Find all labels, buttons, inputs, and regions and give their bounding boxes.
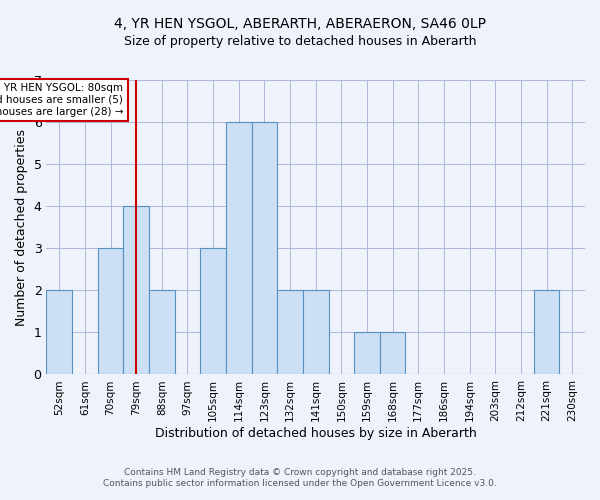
Y-axis label: Number of detached properties: Number of detached properties [15,128,28,326]
Bar [251,122,277,374]
Bar [303,290,329,374]
Bar [124,206,149,374]
Text: Size of property relative to detached houses in Aberarth: Size of property relative to detached ho… [124,35,476,48]
Text: 4, YR HEN YSGOL, ABERARTH, ABERAERON, SA46 0LP: 4, YR HEN YSGOL, ABERARTH, ABERAERON, SA… [114,18,486,32]
Bar [277,290,303,374]
Bar [46,290,72,374]
Bar [149,290,175,374]
Bar [200,248,226,374]
Bar [98,248,124,374]
Bar [380,332,406,374]
Bar [534,290,559,374]
Bar [354,332,380,374]
Text: 4 YR HEN YSGOL: 80sqm
← 15% of detached houses are smaller (5)
85% of semi-detac: 4 YR HEN YSGOL: 80sqm ← 15% of detached … [0,84,124,116]
Bar [226,122,251,374]
X-axis label: Distribution of detached houses by size in Aberarth: Distribution of detached houses by size … [155,427,476,440]
Text: Contains HM Land Registry data © Crown copyright and database right 2025.
Contai: Contains HM Land Registry data © Crown c… [103,468,497,487]
